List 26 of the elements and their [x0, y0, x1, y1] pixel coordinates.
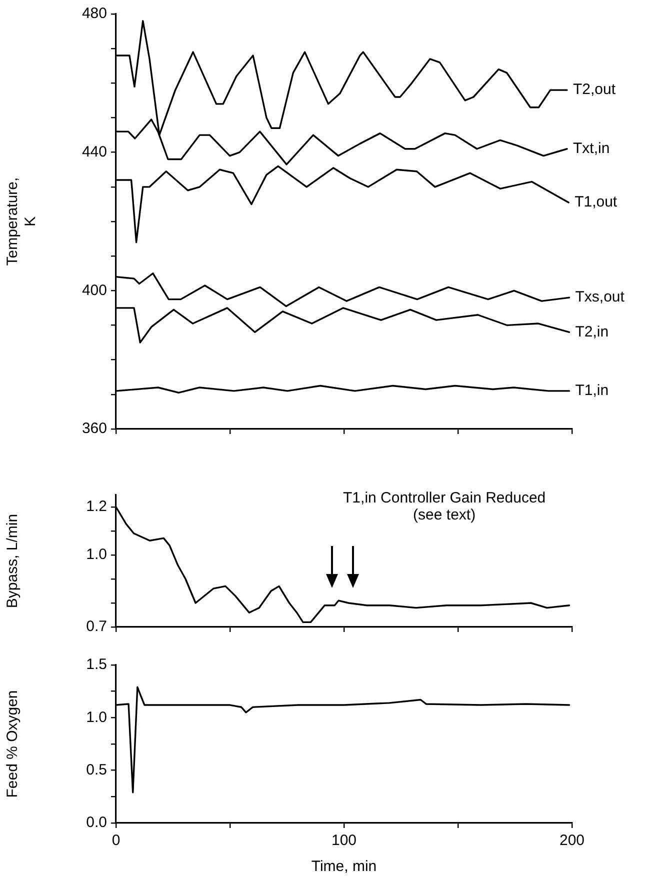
- series-label: T2,in: [575, 323, 609, 340]
- y-tick-label: 1.2: [86, 498, 107, 516]
- x-tick-label: 100: [331, 832, 357, 850]
- y-axis-title: Bypass, L/min: [4, 514, 22, 608]
- y-axis-title: Feed % Oxygen: [4, 690, 22, 798]
- y-tick-label: 440: [82, 143, 107, 160]
- y-tick-label: 360: [82, 420, 107, 438]
- x-axis-title: Time, min: [311, 858, 377, 876]
- y-tick-label: 1.5: [86, 656, 107, 674]
- series-label: T2,out: [572, 81, 616, 98]
- y-tick-label: 0.0: [86, 814, 107, 832]
- y-tick-label: 400: [82, 282, 107, 299]
- series-label: Txs,out: [575, 288, 626, 306]
- y-tick-label: 0.7: [86, 618, 107, 636]
- series-label: Txt,in: [572, 140, 610, 158]
- annotation: (see text): [413, 506, 476, 524]
- annotation: T1,in Controller Gain Reduced: [343, 490, 546, 507]
- x-tick-label: 0: [112, 832, 120, 850]
- y-tick-label: 1.0: [86, 546, 107, 564]
- y-axis-title: Temperature, K: [4, 177, 40, 266]
- series-label: T1,in: [575, 382, 609, 400]
- y-tick-label: 1.0: [86, 708, 107, 726]
- y-tick-label: 480: [82, 5, 107, 22]
- series-label: T1,out: [574, 194, 618, 211]
- x-tick-label: 200: [559, 832, 585, 850]
- y-tick-label: 0.5: [86, 761, 107, 778]
